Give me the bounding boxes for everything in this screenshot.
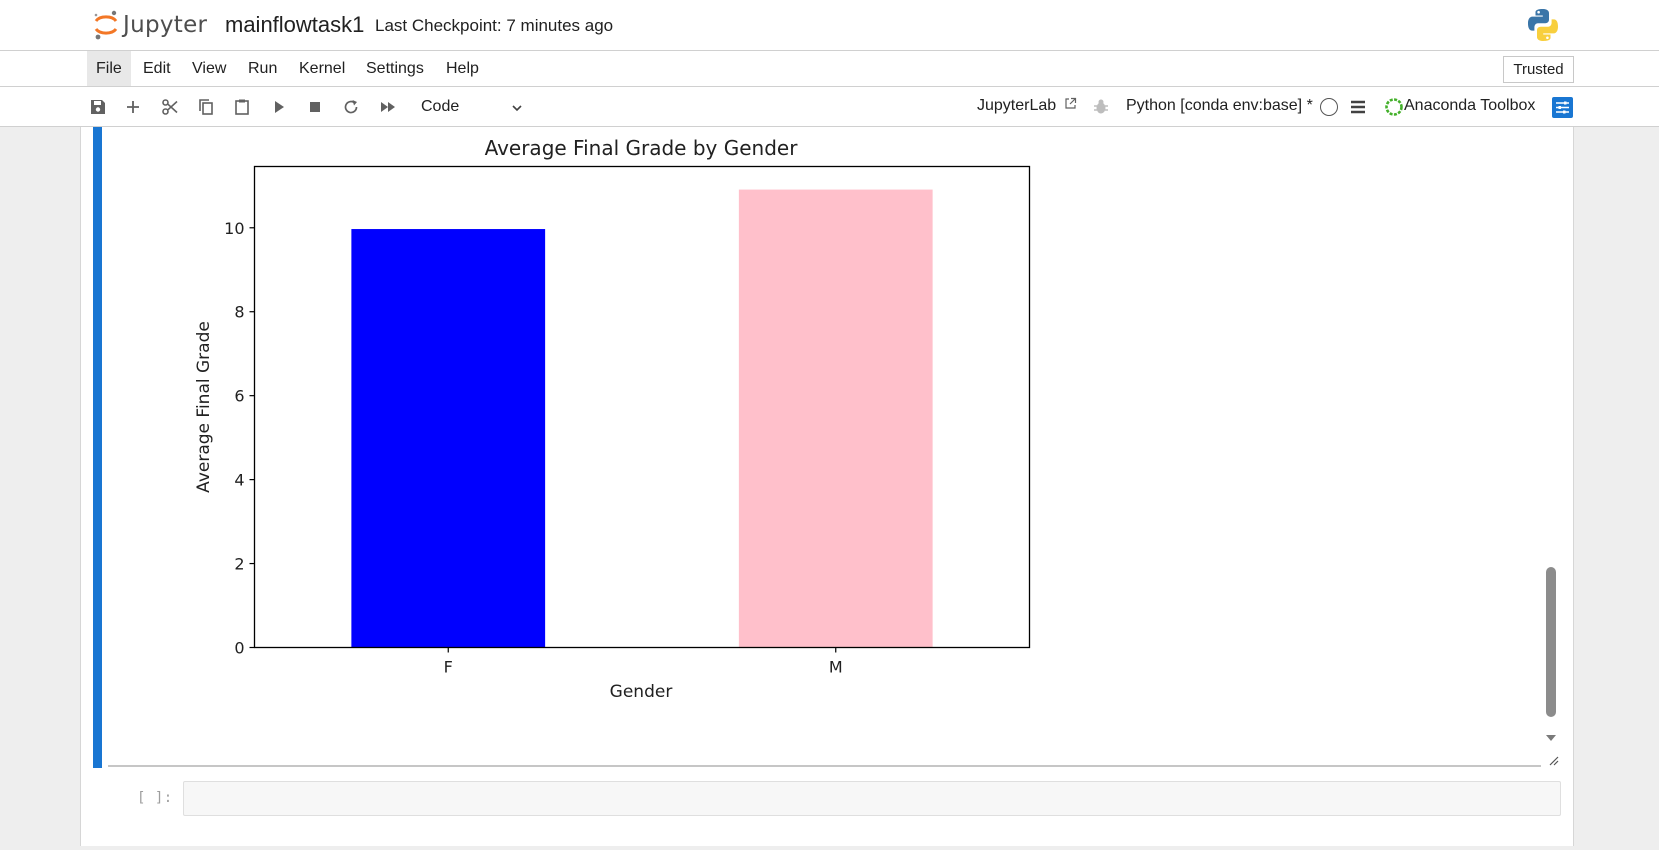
bars <box>351 189 933 648</box>
cell-prompt: [ ]: <box>137 790 173 806</box>
debugger-icon[interactable] <box>1092 98 1110 116</box>
resize-handle-icon[interactable] <box>1547 754 1559 766</box>
menu-kernel[interactable]: Kernel <box>299 60 346 77</box>
add-cell-button[interactable] <box>121 95 145 119</box>
menu-settings[interactable]: Settings <box>366 60 424 77</box>
save-button[interactable] <box>86 95 110 119</box>
copy-icon <box>199 99 213 115</box>
stop-icon <box>310 102 320 112</box>
scrollbar-thumb[interactable] <box>1546 567 1556 717</box>
run-button[interactable] <box>267 95 291 119</box>
jupyter-logo-icon <box>94 10 118 40</box>
chart-title: Average Final Grade by Gender <box>485 136 799 160</box>
run-all-icon <box>381 102 395 112</box>
y-axis-label: Average Final Grade <box>194 321 214 493</box>
open-jupyterlab-link[interactable]: JupyterLab <box>977 97 1077 115</box>
run-icon <box>275 101 284 113</box>
restart-icon <box>344 100 358 114</box>
active-cell-indicator[interactable] <box>93 127 102 768</box>
bar-m <box>738 189 933 648</box>
property-inspector-button[interactable] <box>1552 97 1573 118</box>
jupyterlab-label: JupyterLab <box>977 97 1057 114</box>
copy-button[interactable] <box>194 95 218 119</box>
menu-view[interactable]: View <box>192 60 227 77</box>
run-all-button[interactable] <box>376 95 400 119</box>
paste-icon <box>235 99 249 115</box>
menu-bar: File Edit View Run Kernel Settings Help … <box>0 51 1659 87</box>
plot-frame <box>253 165 1031 649</box>
y-tick-label: 0 <box>234 639 244 658</box>
restart-button[interactable] <box>339 95 363 119</box>
bar-f <box>351 229 546 648</box>
panel-bottom-edge <box>80 846 1574 850</box>
anaconda-toolbox-label[interactable]: Anaconda Toolbox <box>1404 97 1536 114</box>
jupyter-logo-text: Jupyter <box>123 12 208 38</box>
scroll-down-arrow-icon[interactable] <box>1544 733 1558 743</box>
y-axis-ticks: 0 2 4 6 8 10 <box>224 219 255 658</box>
x-axis-label: Gender <box>610 682 673 702</box>
cut-button[interactable] <box>158 95 182 119</box>
menu-help[interactable]: Help <box>446 60 479 77</box>
save-icon <box>91 100 105 114</box>
y-tick-label: 4 <box>234 471 244 490</box>
python-logo-icon <box>1528 9 1558 41</box>
menu-file[interactable]: File <box>87 51 131 86</box>
jupyter-logo[interactable]: Jupyter <box>93 8 207 42</box>
kernel-idle-icon <box>1320 98 1338 116</box>
external-link-icon <box>1065 97 1076 109</box>
code-cell-input[interactable] <box>183 781 1561 816</box>
notebook-toolbar: Code JupyterLab Python [conda env:base] … <box>0 87 1659 127</box>
trusted-indicator[interactable]: Trusted <box>1503 56 1574 83</box>
x-tick-label: F <box>444 658 453 677</box>
kernel-name[interactable]: Python [conda env:base] * <box>1126 97 1313 114</box>
cell-type-value: Code <box>421 98 460 115</box>
y-tick-label: 10 <box>224 219 244 238</box>
y-tick-label: 6 <box>234 387 244 406</box>
cell-type-select[interactable]: Code <box>410 93 528 121</box>
cut-icon <box>162 99 178 115</box>
notebook-title[interactable]: mainflowtask1 <box>225 12 365 37</box>
chevron-down-icon <box>512 105 522 112</box>
stop-button[interactable] <box>303 95 327 119</box>
add-cell-icon <box>127 101 139 113</box>
paste-button[interactable] <box>230 95 254 119</box>
last-checkpoint: Last Checkpoint: 7 minutes ago <box>375 16 614 35</box>
settings-sliders-icon <box>1556 101 1569 114</box>
menu-edit[interactable]: Edit <box>143 60 171 77</box>
y-tick-label: 8 <box>234 303 244 322</box>
y-tick-label: 2 <box>234 555 244 574</box>
anaconda-icon <box>1385 98 1403 116</box>
menu-run[interactable]: Run <box>248 60 278 77</box>
kernel-menu-icon[interactable] <box>1349 98 1367 116</box>
x-tick-label: M <box>829 658 843 677</box>
top-header: Jupyter mainflowtask1 Last Checkpoint: 7… <box>0 0 1659 51</box>
